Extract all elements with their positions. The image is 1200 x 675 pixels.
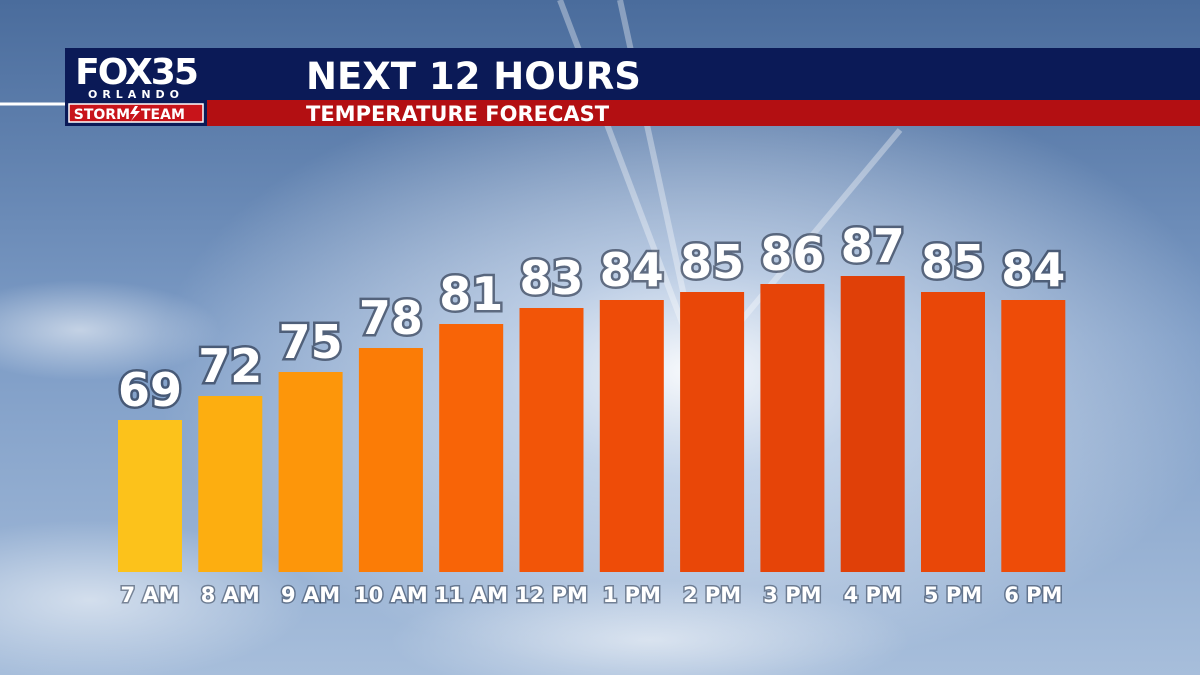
subtitle-bar: [65, 100, 1200, 126]
bar: [599, 300, 664, 572]
logo-team: TEAM: [141, 107, 185, 123]
bar: [278, 372, 343, 572]
x-tick-label: 5 PM: [924, 583, 982, 607]
bar: [519, 308, 584, 572]
value-label: 85: [921, 235, 985, 289]
value-label: 69: [118, 363, 182, 417]
cloud: [0, 280, 220, 380]
value-label: 84: [1001, 243, 1065, 297]
logo-bolt: [130, 106, 140, 121]
x-tick-label: 2 PM: [683, 583, 741, 607]
logo-city: ORLANDO: [88, 88, 184, 101]
logo-name: FOX35: [75, 52, 197, 93]
value-label: 87: [841, 219, 905, 273]
logo-team: STORM: [74, 107, 130, 123]
bar: [840, 276, 905, 572]
bar: [358, 348, 423, 572]
value-label: 78: [359, 291, 423, 345]
chart-subtitle: TEMPERATURE FORECAST: [306, 102, 610, 126]
value-label: 86: [760, 227, 824, 281]
value-label: 72: [198, 339, 262, 393]
x-tick-label: 12 PM: [515, 583, 588, 607]
chart-title: NEXT 12 HOURS: [306, 55, 641, 98]
title-bar: [65, 48, 1200, 100]
bar: [439, 324, 504, 572]
cloud: [390, 580, 910, 675]
x-tick-label: 7 AM: [120, 583, 179, 607]
value-label: 84: [600, 243, 664, 297]
bar: [118, 420, 182, 572]
plot: 69 7 AM 72 8 AM 75 9 AM 78 10 AM 81 11 AM 83 12 PM 8…: [115, 217, 1067, 609]
bar: [760, 284, 825, 572]
x-tick-label: 6 PM: [1004, 583, 1062, 607]
x-tick-label: 8 AM: [201, 583, 260, 607]
x-tick-label: 11 AM: [434, 583, 508, 607]
bar: [680, 292, 745, 572]
bar: [921, 292, 985, 572]
x-tick-label: 9 AM: [281, 583, 340, 607]
x-tick-label: 4 PM: [844, 583, 902, 607]
value-label: 85: [680, 235, 744, 289]
x-tick-label: 1 PM: [603, 583, 661, 607]
x-tick-label: 10 AM: [354, 583, 428, 607]
bar: [1001, 300, 1066, 572]
bar: [198, 396, 263, 572]
value-label: 83: [519, 251, 583, 305]
value-label: 75: [279, 315, 343, 369]
x-tick-label: 3 PM: [763, 583, 821, 607]
value-label: 81: [439, 267, 503, 321]
